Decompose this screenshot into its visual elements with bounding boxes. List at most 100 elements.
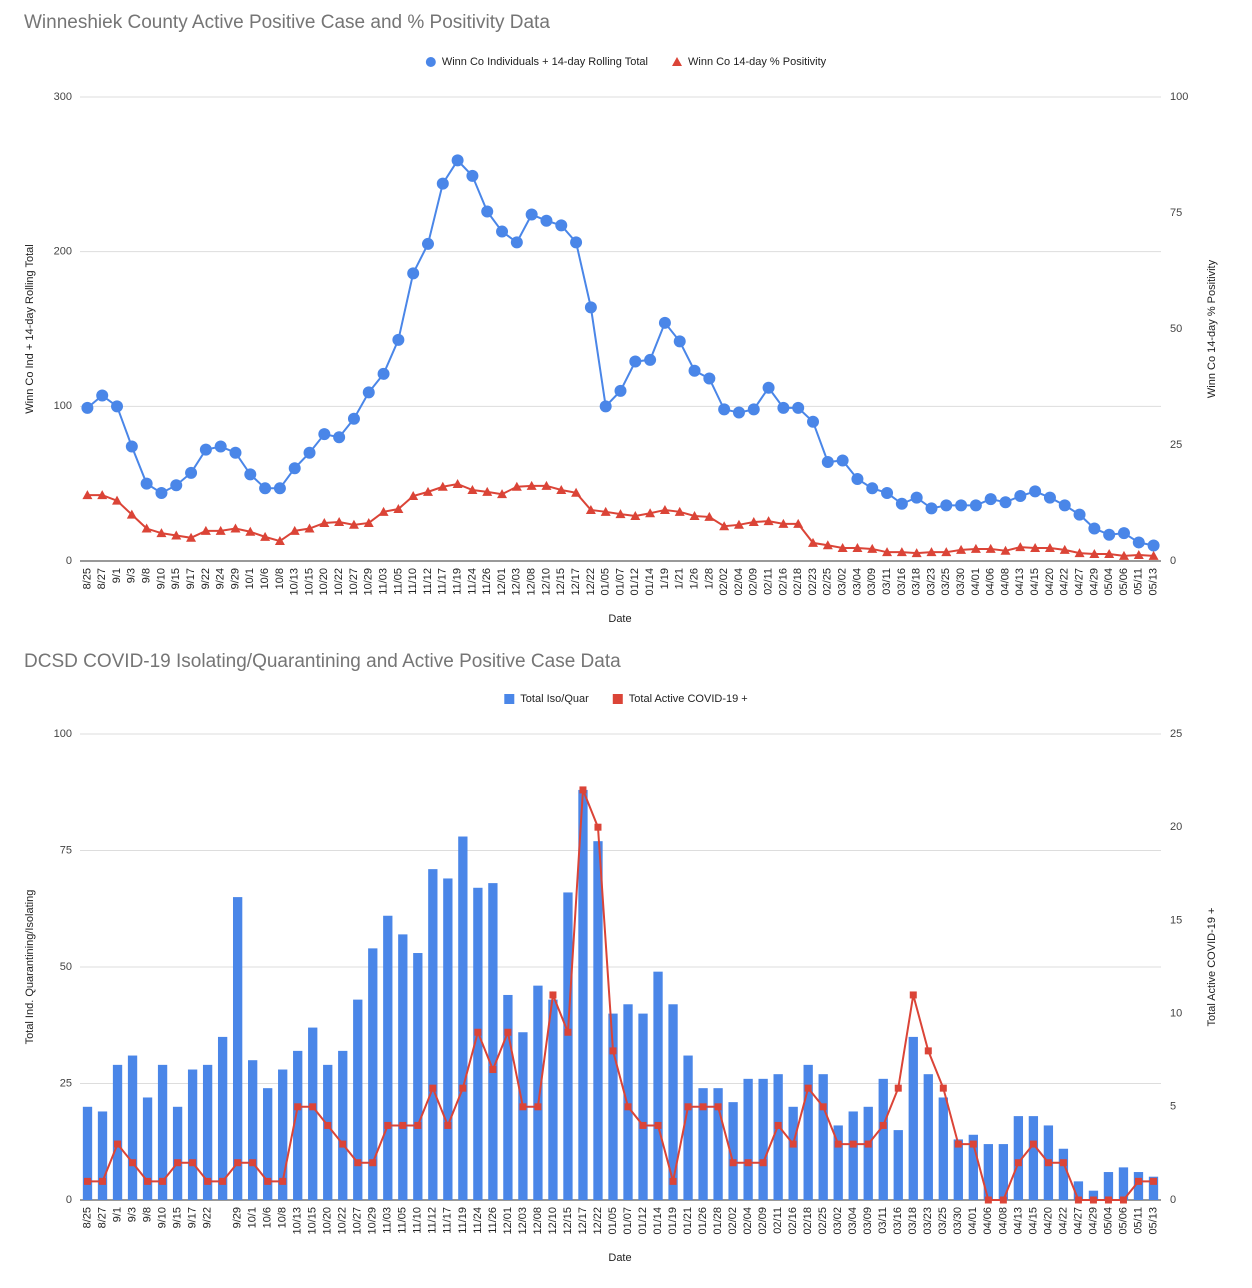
point: [774, 1121, 782, 1129]
x-tick-label: 05/13: [1148, 568, 1160, 596]
bar: [263, 1088, 273, 1200]
point: [819, 1103, 827, 1111]
point: [189, 1159, 197, 1167]
bar: [473, 887, 483, 1200]
bar: [1088, 1190, 1099, 1200]
point: [956, 544, 967, 554]
point: [699, 1103, 707, 1111]
x-tick-label: 03/04: [851, 568, 863, 596]
point: [1149, 1177, 1157, 1185]
x-tick-label: 11/24: [466, 568, 478, 595]
x-tick-label: 11/05: [397, 1207, 409, 1234]
x-tick-label: 12/22: [592, 1207, 604, 1235]
point: [1089, 549, 1100, 559]
point: [747, 403, 760, 416]
bar: [743, 1078, 753, 1200]
point: [259, 482, 272, 495]
point: [834, 1140, 842, 1148]
x-tick-label: 10/1: [244, 568, 256, 589]
bar: [368, 948, 378, 1200]
point: [230, 523, 241, 533]
point: [969, 1140, 977, 1148]
legend-label: Total Iso/Quar: [520, 693, 589, 705]
x-tick-label: 05/06: [1117, 1207, 1129, 1235]
point: [954, 1140, 962, 1148]
bar: [413, 953, 423, 1200]
x-tick-label: 10/27: [352, 1207, 364, 1235]
x-tick-label: 01/28: [712, 1207, 724, 1235]
point: [1015, 542, 1026, 552]
x-tick-label: 8/25: [81, 568, 93, 589]
x-tick-label: 04/20: [1042, 1207, 1054, 1235]
point: [866, 482, 879, 495]
x-tick-label: 02/18: [792, 568, 804, 596]
x-tick-label: 04/27: [1072, 1207, 1084, 1235]
y-axis-title: Winn Co Ind + 14-day Rolling Total: [24, 244, 36, 413]
bar: [383, 915, 393, 1200]
y2-tick-label: 25: [1170, 728, 1182, 740]
bar: [1058, 1148, 1069, 1200]
point: [630, 510, 641, 520]
bar: [1103, 1172, 1114, 1200]
bar: [668, 1004, 678, 1200]
x-tick-label: 10/13: [289, 568, 301, 596]
bar: [758, 1078, 768, 1200]
bar: [1013, 1116, 1024, 1200]
point: [444, 1121, 452, 1129]
x-tick-label: 02/25: [817, 1207, 829, 1235]
chart-title: DCSD COVID-19 Isolating/Quarantining and…: [24, 651, 621, 672]
bar: [248, 1060, 258, 1200]
bar: [1028, 1116, 1039, 1200]
point: [684, 1103, 692, 1111]
bar: [983, 1144, 993, 1200]
point: [777, 401, 790, 414]
point: [414, 1121, 422, 1129]
point: [99, 1177, 107, 1185]
x-axis-title: Date: [608, 1252, 631, 1264]
x-tick-label: 05/04: [1102, 1207, 1114, 1235]
point: [421, 237, 434, 250]
bar: [653, 971, 663, 1200]
y2-tick-label: 5: [1170, 1101, 1176, 1113]
x-tick-label: 03/30: [955, 568, 967, 596]
point: [624, 1103, 632, 1111]
x-tick-label: 10/22: [337, 1207, 349, 1235]
bar: [127, 1055, 138, 1200]
bar: [968, 1134, 978, 1200]
x-tick-label: 01/14: [644, 568, 656, 596]
x-tick-label: 03/23: [925, 568, 937, 596]
point: [849, 1140, 857, 1148]
point: [451, 154, 464, 167]
point: [229, 446, 242, 459]
x-tick-label: 11/24: [472, 1207, 484, 1234]
bar: [82, 1106, 93, 1200]
point: [466, 169, 479, 182]
point: [185, 466, 198, 479]
point: [836, 454, 849, 467]
x-tick-label: 9/1: [111, 568, 123, 583]
point: [1132, 536, 1145, 549]
x-tick-label: 10/20: [322, 1207, 334, 1235]
x-tick-label: 9/3: [126, 568, 138, 583]
y2-tick-label: 10: [1170, 1008, 1182, 1020]
point: [489, 1066, 497, 1074]
x-tick-label: 9/17: [185, 568, 197, 589]
x-tick-label: 9/8: [141, 1207, 153, 1222]
x-tick-label: 02/11: [772, 1207, 784, 1234]
legend-item: Total Active COVID-19 +: [612, 693, 748, 705]
x-tick-label: 10/27: [348, 568, 360, 596]
bar: [458, 836, 468, 1200]
x-tick-label: 9/3: [126, 1207, 138, 1222]
x-tick-label: 02/02: [727, 1207, 739, 1235]
point: [199, 443, 212, 456]
point: [703, 372, 716, 385]
point: [1074, 548, 1085, 558]
point: [882, 547, 893, 557]
bar: [548, 999, 558, 1200]
point: [384, 1121, 392, 1129]
legend-label: Winn Co 14-day % Positivity: [688, 56, 827, 68]
legend-item: Winn Co Individuals + 14-day Rolling Tot…: [425, 56, 648, 68]
y2-tick-label: 0: [1170, 1194, 1176, 1206]
y2-tick-label: 0: [1170, 555, 1176, 567]
x-tick-label: 12/08: [532, 1207, 544, 1235]
